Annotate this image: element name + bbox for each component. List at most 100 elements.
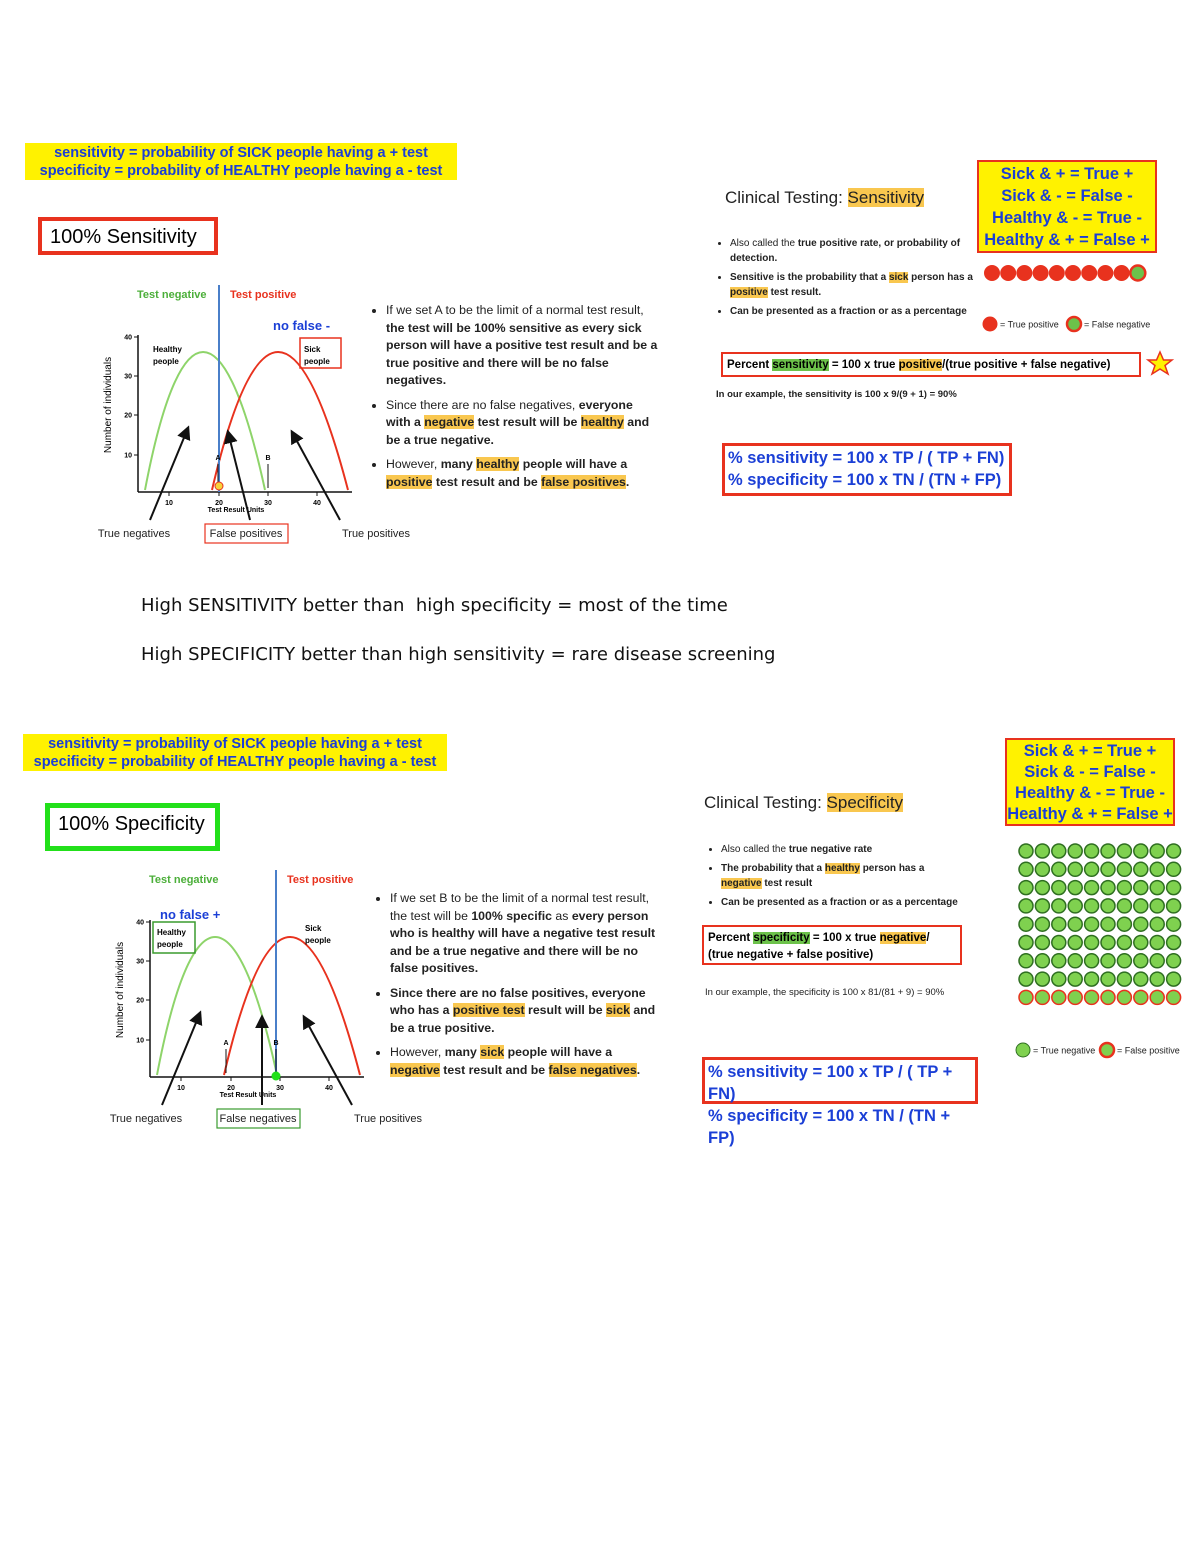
definition-box: sensitivity = probability of SICK people…	[23, 734, 447, 771]
formula-line: % sensitivity = 100 x TP / ( TP + FN)	[708, 1063, 953, 1103]
text-run: The probability that a	[721, 863, 825, 874]
person-icon	[1116, 989, 1133, 1006]
text-run: Clinical Testing:	[704, 793, 827, 812]
text-run: However,	[386, 457, 441, 471]
text-run: sick	[605, 1003, 630, 1017]
person-icon	[1067, 934, 1083, 951]
person-icon	[1018, 898, 1034, 914]
clinical-bullet: The probability that a healthy person ha…	[721, 861, 965, 891]
bullet: If we set B to be the limit of a normal …	[390, 890, 664, 978]
summary-line: High SENSITIVITY better than high specif…	[141, 595, 728, 616]
text-run: positive	[730, 287, 768, 298]
person-icon	[1100, 953, 1116, 969]
person-icon	[1034, 898, 1051, 914]
test-positive: Test positive	[287, 874, 353, 886]
formula-line: % specificity = 100 x TN / (TN + FP)	[708, 1107, 951, 1147]
person-icon	[1083, 916, 1100, 932]
text-run: /(true positive + false negative)	[942, 359, 1111, 371]
healthy-label: people	[157, 940, 183, 949]
summary-line: High SPECIFICITY better than high sensit…	[141, 644, 776, 665]
sick-curve	[223, 936, 361, 1076]
text-run: and be a true positive.	[390, 1003, 656, 1035]
person-icon	[1116, 934, 1133, 951]
person-icon	[1081, 265, 1098, 281]
text-run: result will be	[524, 1003, 606, 1017]
formula-box-2: % sensitivity = 100 x TP / ( TP + FN)% s…	[702, 1057, 978, 1147]
person-icon	[1034, 971, 1051, 987]
x-tick-label: 40	[313, 500, 321, 507]
healthy-curve	[156, 936, 278, 1076]
person-icon	[1034, 861, 1051, 878]
no-false: no false +	[160, 907, 221, 922]
text-run: Sensitive is the probability that a	[730, 272, 889, 283]
formula-box: Percent sensitivity = 100 x true positiv…	[721, 352, 1141, 377]
text-run: test result will be	[474, 415, 581, 429]
person-icon	[1116, 953, 1133, 969]
person-icon	[1116, 861, 1133, 878]
x-tick-label: 30	[276, 1085, 284, 1092]
text-run: / (true negative + false positive)	[708, 932, 930, 961]
person-icon	[1067, 898, 1083, 914]
test-negative: Test negative	[149, 874, 219, 886]
distribution-diagram: 10 20 30 40 10 20 30 40 Number of individuals Tes…	[110, 870, 423, 1129]
person-icon	[1018, 861, 1034, 878]
person-icon	[1016, 265, 1033, 281]
x-tick-label: 20	[227, 1085, 235, 1092]
text-run: test result	[761, 878, 813, 889]
legend-line: Healthy & + = False +	[984, 231, 1150, 249]
legend-icon	[1065, 315, 1083, 333]
formula-box: Percent specificity = 100 x true negativ…	[702, 925, 962, 965]
example: In our example, the specificity is 100 x…	[705, 987, 945, 998]
clinical-title: Clinical Testing: Sensitivity	[725, 188, 925, 208]
text-run: test result and be	[432, 474, 542, 489]
text-run: = 100 x true	[809, 932, 880, 944]
healthy-curve	[144, 351, 266, 491]
person-icon	[1133, 898, 1149, 914]
arrow	[302, 1014, 353, 1106]
bullet: Since there are no false positives, ever…	[390, 985, 664, 1038]
person-icon	[1083, 971, 1100, 987]
distribution-diagram: 10 20 30 40 10 20 30 40 Number of individuals Tes…	[98, 285, 411, 544]
legend-line: Sick & - = False -	[1001, 187, 1133, 205]
sick-label: Sick	[305, 924, 322, 933]
text-run: 100% specific	[471, 908, 553, 923]
person-icon	[1165, 989, 1182, 1006]
person-icon	[1067, 879, 1083, 896]
text-run: positive	[898, 359, 943, 371]
person-icon	[1032, 265, 1049, 281]
text-run: every person who is healthy will have a …	[390, 908, 656, 976]
person-icon	[1067, 989, 1083, 1006]
clinical-bullets: Also called the true negative rate The pr…	[705, 842, 965, 914]
text-run: test result.	[767, 287, 822, 298]
sick-label: people	[305, 936, 331, 945]
text-run: Also called the	[721, 844, 789, 855]
person-icon	[1018, 953, 1034, 969]
marker-label: B	[273, 1040, 278, 1047]
text-run: sick	[480, 1045, 505, 1059]
arrow	[161, 1010, 203, 1106]
person-icon	[1133, 879, 1149, 896]
text-run: person has a	[859, 863, 925, 874]
y-tick-label: 40	[136, 920, 144, 927]
person-icon	[1034, 953, 1051, 969]
person-icon	[1067, 861, 1083, 878]
text-run: true negative rate	[788, 844, 873, 855]
person-icon	[1051, 989, 1067, 1006]
person-icon	[1133, 971, 1149, 987]
legend-box: Sick & + = True + Sick & - = False - Healt…	[1005, 738, 1175, 826]
text-run: the test will be 100% sensitive as every…	[386, 320, 658, 388]
legend-label: = False positive	[1117, 1046, 1180, 1056]
x-tick-label: 10	[177, 1085, 185, 1092]
formula-line: % specificity = 100 x TN / (TN + FP)	[728, 471, 1002, 489]
text-run: sick	[888, 272, 909, 283]
bullet-list: If we set B to be the limit of a normal …	[374, 890, 664, 1086]
person-icon	[1100, 934, 1116, 951]
person-icon	[1165, 879, 1182, 896]
text-run: Sensitivity	[847, 188, 925, 207]
text-run: many	[444, 1045, 481, 1059]
person-icon	[1165, 934, 1182, 951]
person-icon	[1051, 843, 1067, 859]
person-icon	[1051, 879, 1067, 896]
x-axis-label: Test Result Units	[220, 1092, 277, 1099]
